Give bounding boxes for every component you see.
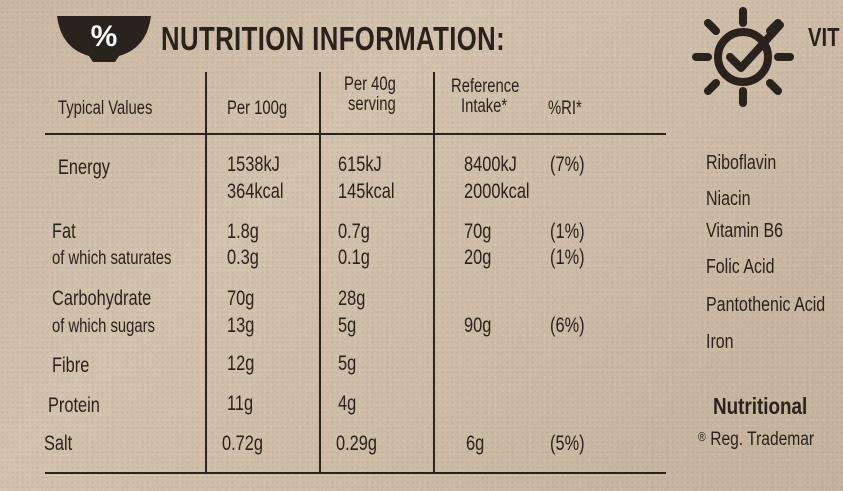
registered-mark: ® [698, 429, 706, 444]
fat-ri: (1%) [550, 220, 585, 243]
energy-per40-kcal: 145kcal [338, 180, 395, 203]
protein-per100: 11g [227, 392, 254, 415]
row-label-carbohydrate: Carbohydrate [52, 287, 152, 310]
energy-per40-kj: 615kJ [338, 153, 382, 176]
fat-per100: 1.8g [227, 220, 259, 243]
carbohydrate-per100: 70g [227, 287, 255, 310]
header-reference: Reference [451, 76, 520, 97]
row-label-salt: Salt [44, 432, 73, 455]
energy-per100-kj: 1538kJ [227, 153, 280, 176]
sugars-ri: (6%) [550, 314, 585, 337]
row-label-sugars: of which sugars [52, 316, 155, 337]
energy-per100-kcal: 364kcal [227, 180, 284, 203]
sun-check-icon [692, 7, 794, 107]
energy-ri: (7%) [550, 153, 585, 176]
header-rule [45, 133, 666, 135]
header-intake: Intake* [461, 96, 508, 117]
row-label-fibre: Fibre [52, 354, 90, 377]
sugars-ref: 90g [464, 314, 492, 337]
energy-ref-kcal: 2000kcal [464, 180, 530, 203]
salt-per40: 0.29g [336, 432, 377, 455]
saturates-ri: (1%) [550, 246, 585, 269]
vitamin-item: Folic Acid [706, 256, 775, 278]
protein-per40: 4g [338, 392, 357, 415]
carbohydrate-per40: 28g [338, 287, 366, 310]
salt-ref: 6g [466, 432, 485, 455]
row-label-energy: Energy [58, 156, 110, 179]
fibre-per40: 5g [338, 352, 357, 375]
saturates-per40: 0.1g [338, 246, 370, 269]
fibre-per100: 12g [227, 352, 255, 375]
vitamin-item: Riboflavin [706, 152, 777, 174]
sugars-per100: 13g [227, 314, 255, 337]
saturates-ref: 20g [464, 246, 492, 269]
trademark-text: Reg. Trademar [710, 429, 815, 450]
nutrition-header: % NUTRITION INFORMATION: [55, 14, 602, 64]
header-serving: serving [348, 94, 396, 115]
vitamin-item: Pantothenic Acid [706, 294, 826, 316]
fat-ref: 70g [464, 220, 492, 243]
page-title: NUTRITION INFORMATION: [161, 20, 506, 57]
salt-per100: 0.72g [222, 432, 263, 455]
salt-ri: (5%) [550, 432, 585, 455]
header-percent-ri: %RI* [548, 98, 582, 119]
header-per-40g: Per 40g [344, 74, 396, 95]
vitamin-item: Iron [706, 331, 734, 353]
table-divider [433, 72, 435, 472]
table-divider [205, 72, 207, 472]
sugars-per40: 5g [338, 314, 357, 337]
row-label-protein: Protein [48, 394, 100, 417]
header-typical-values: Typical Values [58, 98, 153, 119]
saturates-per100: 0.3g [227, 246, 259, 269]
fat-per40: 0.7g [338, 220, 370, 243]
bottom-rule [45, 472, 666, 474]
vitamins-title: VIT [808, 22, 840, 52]
row-label-fat: Fat [52, 220, 76, 243]
trademark-note: ® Reg. Trademar [698, 429, 814, 451]
header-per-100g: Per 100g [227, 98, 288, 119]
vitamin-item: Niacin [706, 188, 751, 210]
table-divider [319, 72, 321, 472]
vitamin-item: Vitamin B6 [706, 220, 784, 242]
percent-bowl-icon: % [57, 16, 151, 62]
energy-ref-kj: 8400kJ [464, 153, 517, 176]
row-label-saturates: of which saturates [52, 248, 172, 269]
svg-text:%: % [91, 20, 118, 53]
nutritional-heading: Nutritional [713, 393, 808, 419]
